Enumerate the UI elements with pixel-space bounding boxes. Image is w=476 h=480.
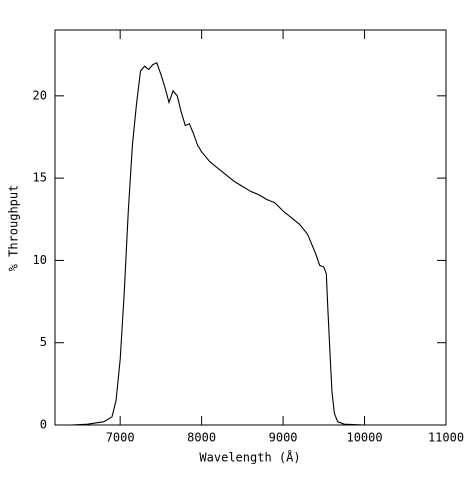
plot-frame [54,29,447,426]
y-axis-label: % Throughput [7,185,21,272]
x-axis-label: Wavelength (Å) [199,450,300,465]
x-tick-label: 10000 [346,431,382,445]
x-tick-label: 11000 [428,431,464,445]
y-tick-label: 15 [33,171,47,185]
x-tick-label: 9000 [269,431,298,445]
y-tick-label: 20 [33,88,47,102]
y-tick-label: 10 [33,253,47,267]
y-tick-label: 0 [40,418,47,432]
y-tick-label: 5 [40,335,47,349]
data-line [55,62,446,426]
x-tick-label: 8000 [187,431,216,445]
x-tick-label: 7000 [106,431,135,445]
